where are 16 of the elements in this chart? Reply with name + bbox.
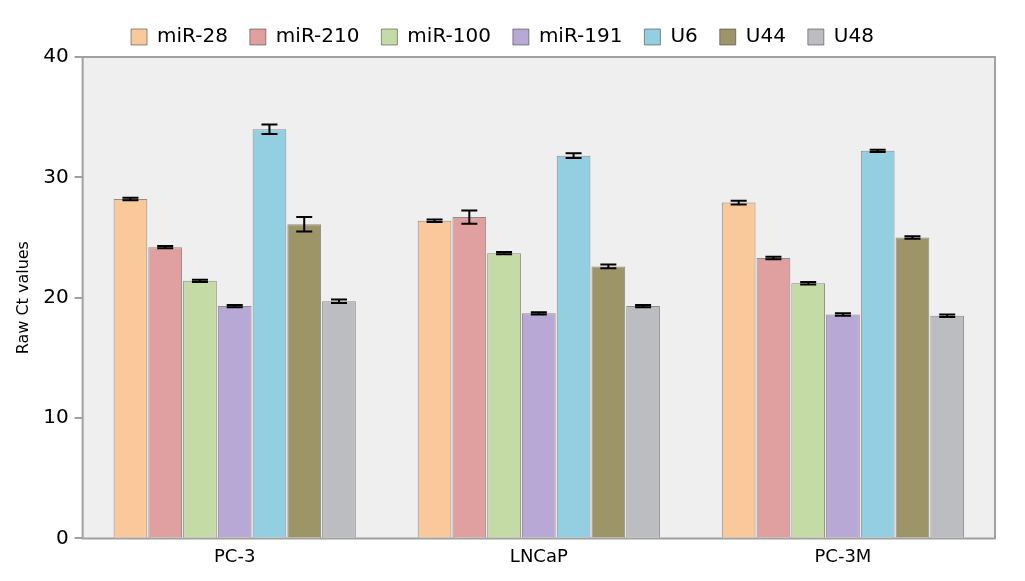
x-tick-label: PC-3M bbox=[814, 544, 872, 566]
legend-label: U6 bbox=[670, 23, 698, 48]
legend-label: miR-191 bbox=[538, 23, 623, 48]
legend-label: miR-28 bbox=[157, 23, 228, 48]
y-tick-label: 10 bbox=[43, 404, 69, 429]
legend-label: U48 bbox=[833, 23, 874, 48]
legend-label: miR-100 bbox=[407, 23, 491, 48]
x-tick-label: PC-3 bbox=[214, 544, 256, 566]
x-tick-label: LNCaP bbox=[509, 544, 568, 566]
y-tick-label: 40 bbox=[43, 43, 69, 68]
legend-label: miR-210 bbox=[275, 23, 360, 48]
y-tick-label: 0 bbox=[55, 524, 69, 549]
y-tick-label: 20 bbox=[43, 283, 69, 308]
y-axis-title: Raw Ct values bbox=[12, 241, 32, 355]
y-tick-label: 30 bbox=[43, 163, 69, 188]
legend-label: U44 bbox=[745, 23, 786, 48]
